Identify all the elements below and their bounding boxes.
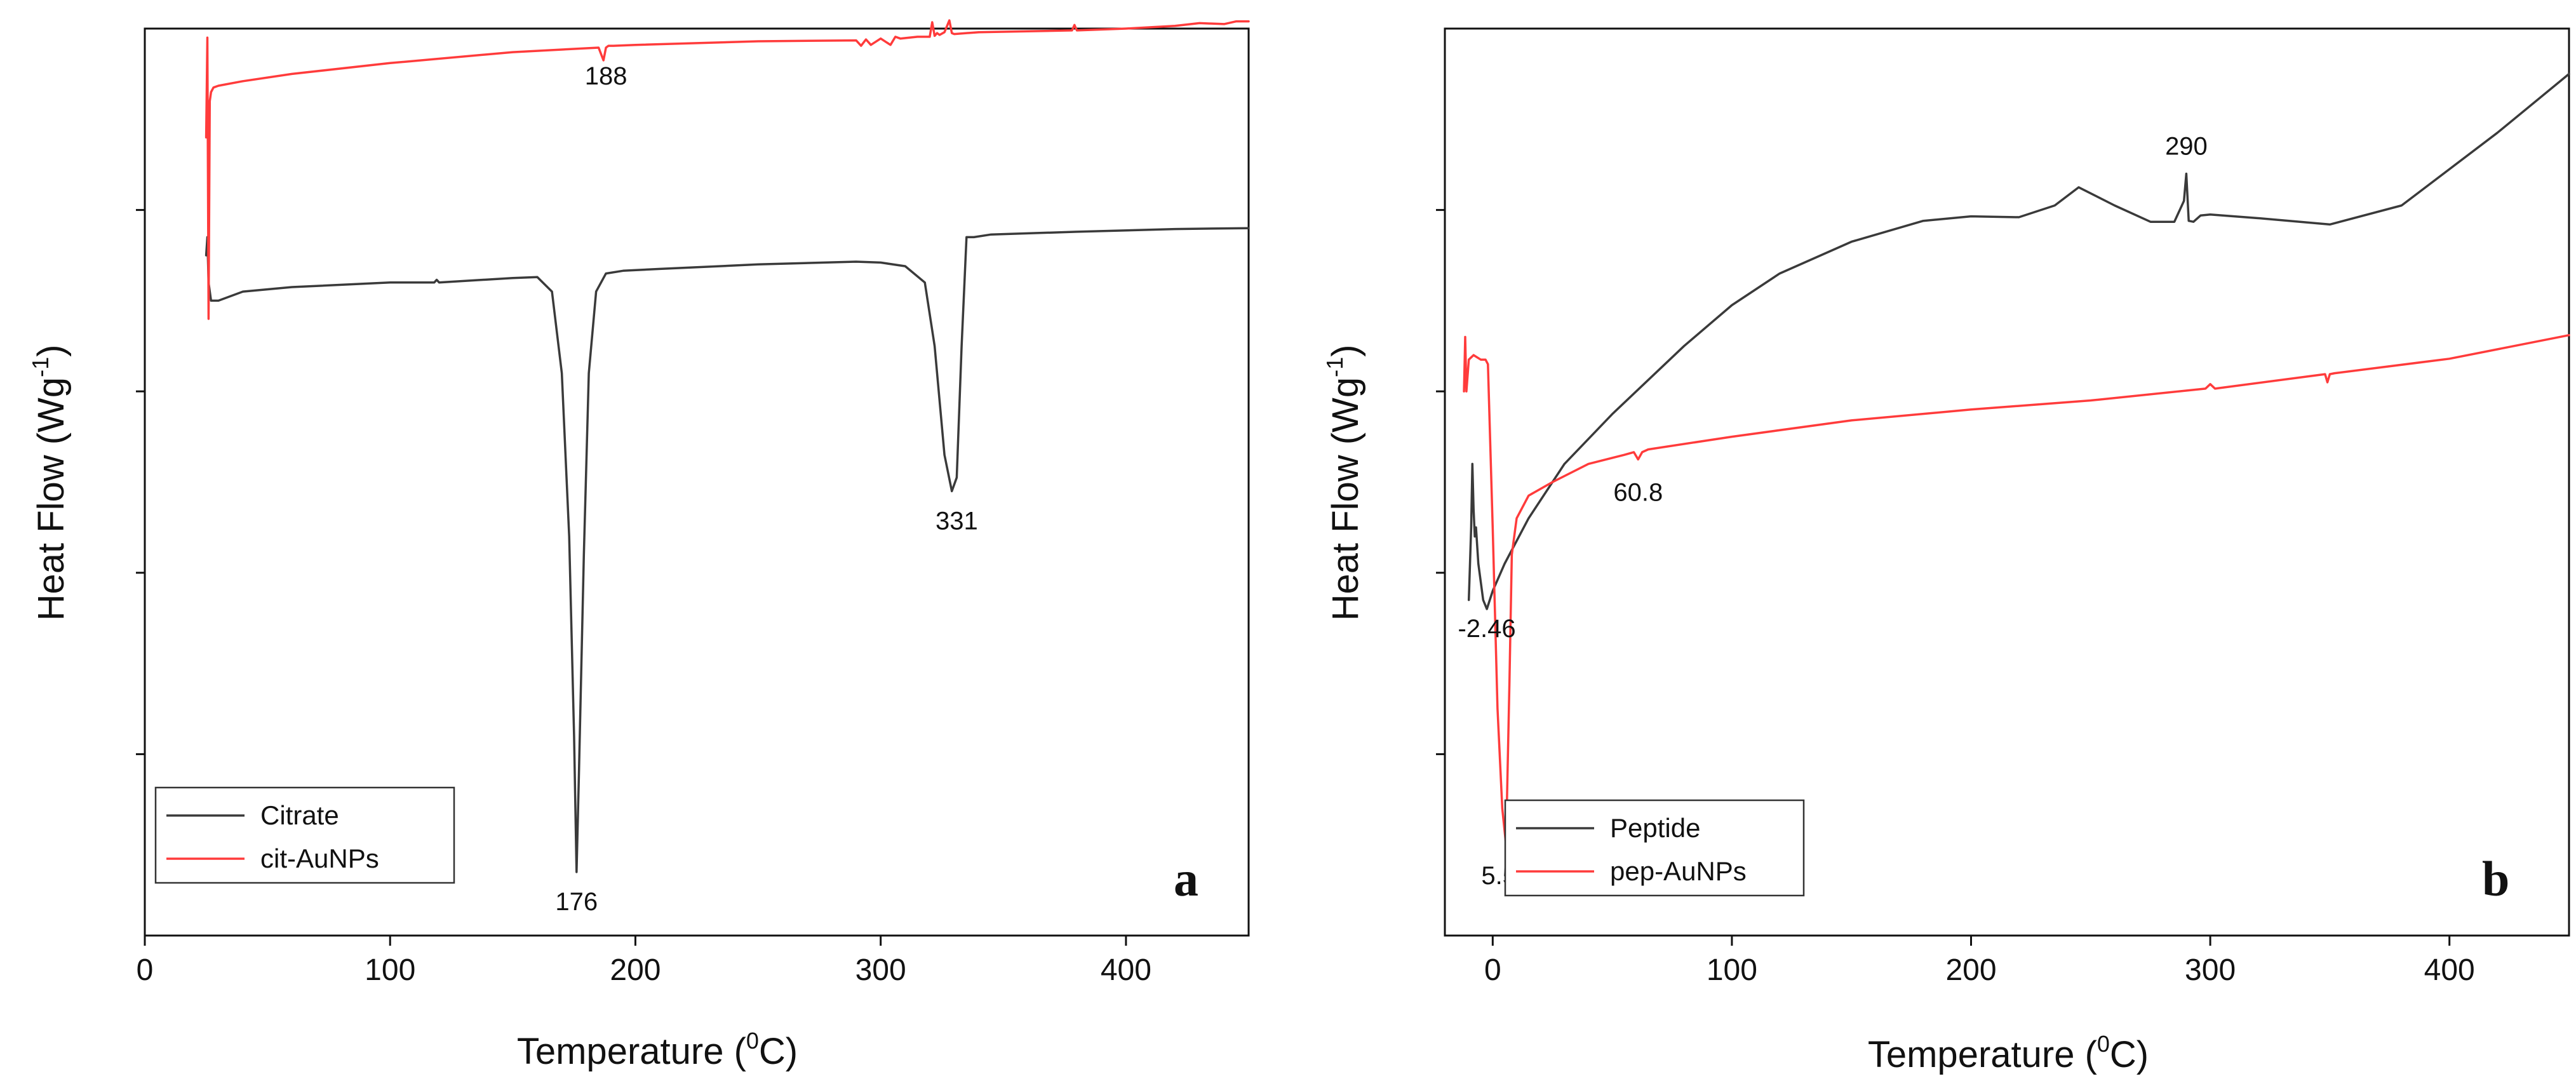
panel-b-legend-box (1504, 799, 1805, 897)
panel-a-letter: a (1174, 851, 1198, 906)
panel-b-xtick-label-100: 100 (1707, 953, 1757, 987)
panel-a-xticks: 0 100 200 300 400 (136, 209, 1151, 987)
panel-b-series-pep-aunps (1463, 333, 2570, 846)
panel-a-peak-label-188: 188 (585, 62, 627, 90)
panel-a-xtick-label-300: 300 (855, 953, 906, 987)
panel-a-legend-label-citrate: Citrate (260, 800, 339, 830)
panel-a-series-cit-aunps (205, 19, 1250, 320)
panel-b-legend: Peptide pep-AuNPs (1504, 799, 1805, 897)
panel-a-xtick-label-200: 200 (610, 953, 661, 987)
panel-b-xtick-label-400: 400 (2424, 953, 2475, 987)
panel-b-legend-label-peptide: Peptide (1610, 813, 1700, 843)
panel-b-peak-label-60-8: 60.8 (1613, 478, 1663, 506)
panel-a-peak-label-331: 331 (936, 507, 978, 535)
panel-b-x-axis-title: Temperature (0C) (1868, 1031, 2149, 1075)
panel-a-annotations: 188 176 331 (555, 62, 977, 916)
panel-a-frame (144, 27, 1250, 937)
panel-b-peak-label--2-46: -2.46 (1458, 615, 1515, 643)
panel-a-xtick-label-0: 0 (137, 953, 154, 987)
panel-a-x-axis-title: Temperature (0C) (517, 1028, 798, 1072)
panel-a-legend-box (154, 786, 455, 884)
panel-a-xtick-label-100: 100 (365, 953, 415, 987)
panel-a-legend: Citrate cit-AuNPs (154, 786, 455, 884)
panel-a: 0 100 200 300 400 188 176 331 Temperature (0C)… (27, 19, 1250, 1072)
panel-a-peak-label-176: 176 (555, 888, 598, 916)
panel-b-xtick-label-0: 0 (1484, 953, 1501, 987)
panel-a-xtick-label-400: 400 (1101, 953, 1151, 987)
panel-a-y-axis-title: Heat Flow (Wg-1) (27, 345, 72, 621)
panel-b-frame (1444, 27, 2570, 937)
panel-b-peak-label-290: 290 (2165, 132, 2208, 160)
panel-b-legend-label-pep-aunps: pep-AuNPs (1610, 856, 1747, 886)
panel-a-series (205, 19, 1250, 873)
panel-a-series-citrate (205, 227, 1250, 873)
panel-b-xtick-label-200: 200 (1945, 953, 1996, 987)
panel-b-series (1463, 72, 2570, 846)
panel-b-series-peptide (1467, 72, 2570, 610)
panel-b-xtick-label-300: 300 (2185, 953, 2236, 987)
panel-a-legend-label-cit-aunps: cit-AuNPs (260, 843, 379, 873)
panel-b-y-axis-title: Heat Flow (Wg-1) (1322, 345, 1366, 621)
panel-b-xticks: 0 100 200 300 400 (1436, 209, 2475, 987)
panel-b-letter: b (2482, 851, 2509, 906)
